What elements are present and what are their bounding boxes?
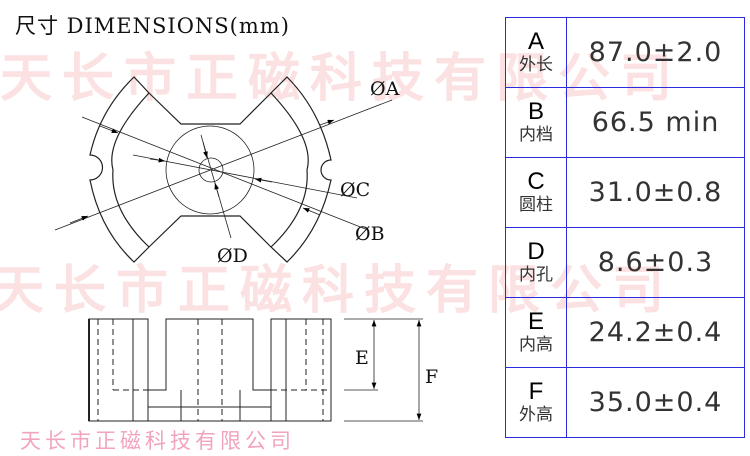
company-name: 天长市正磁科技有限公司 <box>20 429 295 453</box>
label-d: ØD <box>217 245 248 267</box>
dim-key: F <box>528 378 544 405</box>
dimensions-table: A 外长 87.0±2.0 B 内档 66.5 min C 圆柱 31.0±0.8 D 内孔 8… <box>505 17 745 438</box>
dim-value: 66.5 min <box>566 87 745 158</box>
label-f: F <box>425 366 438 388</box>
dim-value: 24.2±0.4 <box>566 297 745 368</box>
dim-name: 内档 <box>519 125 553 145</box>
center-hole-circle <box>198 157 224 183</box>
table-row: F 外高 35.0±0.4 <box>505 367 745 438</box>
dim-name: 内孔 <box>519 265 553 285</box>
label-c: ØC <box>340 179 370 201</box>
dim-value: 35.0±0.4 <box>566 367 745 438</box>
left-inner-arc <box>111 92 150 248</box>
dim-value: 8.6±0.3 <box>566 227 745 298</box>
center-post-circle <box>165 125 255 215</box>
dim-key: D <box>527 238 545 265</box>
table-row: B 内档 66.5 min <box>505 87 745 158</box>
side-view <box>88 318 423 422</box>
dim-key: E <box>527 308 544 335</box>
dim-name: 内高 <box>519 335 553 355</box>
label-b: ØB <box>355 223 385 245</box>
page-title: 尺寸 DIMENSIONS(mm) <box>15 14 290 38</box>
dim-line-b <box>81 116 369 231</box>
label-e: E <box>355 347 369 369</box>
label-a: ØA <box>370 78 400 100</box>
dim-line-c <box>132 154 358 199</box>
dim-key: B <box>527 98 544 125</box>
top-view <box>54 76 393 263</box>
table-row: A 外长 87.0±2.0 <box>505 17 745 88</box>
dim-key: C <box>527 168 545 195</box>
dim-name: 外高 <box>519 405 553 425</box>
table-row: E 内高 24.2±0.4 <box>505 297 745 368</box>
dim-value: 87.0±2.0 <box>566 17 745 88</box>
right-inner-arc <box>270 92 309 248</box>
dim-line-a <box>54 99 393 231</box>
dim-name: 外长 <box>519 55 553 75</box>
dim-value: 31.0±0.8 <box>566 157 745 228</box>
core-drawing: ØA ØC ØB ØD E F <box>54 76 438 422</box>
dim-key: A <box>527 28 544 55</box>
dim-name: 圆柱 <box>519 195 553 215</box>
table-row: D 内孔 8.6±0.3 <box>505 227 745 298</box>
table-row: C 圆柱 31.0±0.8 <box>505 157 745 228</box>
